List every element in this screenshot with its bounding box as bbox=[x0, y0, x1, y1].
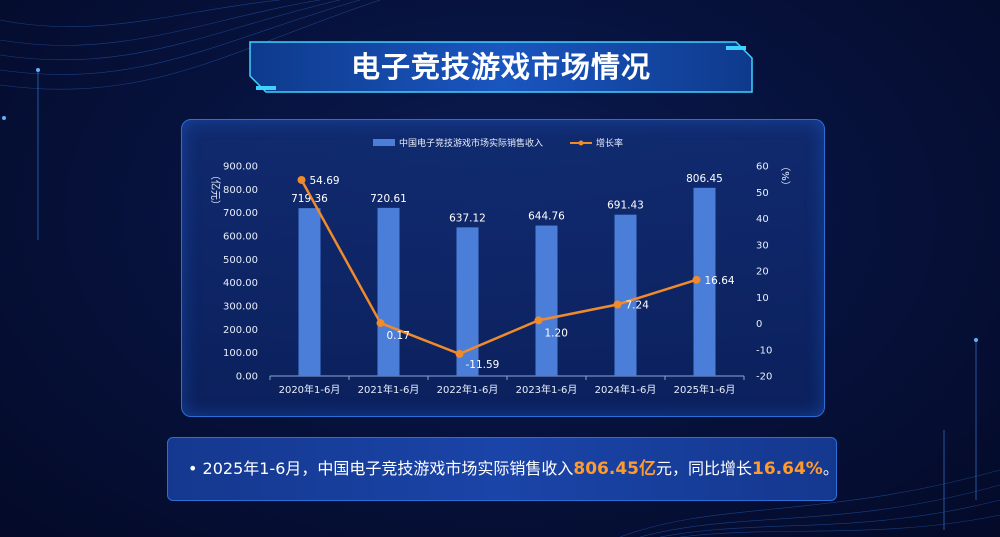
x-tick-label: 2021年1-6月 bbox=[358, 383, 420, 396]
growth-rate-line bbox=[300, 179, 697, 356]
x-tick-label: 2022年1-6月 bbox=[437, 383, 499, 396]
left-tick-label: 500.00 bbox=[223, 255, 258, 266]
bar-value-label: 644.76 bbox=[528, 211, 565, 223]
line-value-label: -11.59 bbox=[466, 359, 500, 371]
growth-rate-point bbox=[613, 300, 622, 309]
title-banner: 电子竞技游戏市场情况 bbox=[248, 40, 754, 94]
title-banner-frame bbox=[249, 41, 753, 93]
left-tick-label: 200.00 bbox=[223, 325, 258, 336]
bar bbox=[535, 225, 558, 376]
left-tick-label: 600.00 bbox=[223, 232, 258, 243]
bar-value-label: 719.36 bbox=[291, 193, 328, 205]
summary-mid: 元，同比增长 bbox=[656, 459, 753, 478]
summary-rate: 16.64% bbox=[752, 459, 823, 479]
right-tick-label: 60 bbox=[756, 162, 769, 173]
bar bbox=[693, 187, 716, 376]
left-tick-label: 0.00 bbox=[236, 372, 258, 383]
left-tick-label: 800.00 bbox=[223, 185, 258, 196]
right-tick-label: 50 bbox=[756, 188, 769, 199]
growth-rate-point bbox=[376, 319, 385, 328]
growth-rate-point bbox=[297, 175, 306, 184]
bar-value-label: 720.61 bbox=[370, 193, 407, 205]
legend-line-label: 增长率 bbox=[596, 137, 623, 149]
bar-value-label: 637.12 bbox=[449, 212, 486, 224]
summary-text: • 2025年1-6月，中国电子竞技游戏市场实际销售收入806.45亿元，同比增… bbox=[188, 438, 839, 500]
right-tick-label: 0 bbox=[756, 319, 762, 330]
growth-rate-point bbox=[534, 316, 543, 325]
legend-bar-label: 中国电子竞技游戏市场实际销售收入 bbox=[399, 137, 543, 149]
bar bbox=[456, 227, 479, 376]
right-tick-label: 20 bbox=[756, 267, 769, 278]
bar bbox=[298, 208, 321, 376]
left-tick-label: 100.00 bbox=[223, 348, 258, 359]
x-tick-label: 2024年1-6月 bbox=[595, 383, 657, 396]
growth-rate-point bbox=[455, 349, 464, 358]
right-tick-label: 30 bbox=[756, 240, 769, 251]
summary-panel: • 2025年1-6月，中国电子竞技游戏市场实际销售收入806.45亿元，同比增… bbox=[167, 437, 839, 501]
bar bbox=[614, 214, 637, 376]
line-value-label: 7.24 bbox=[626, 299, 650, 311]
left-tick-label: 700.00 bbox=[223, 208, 258, 219]
legend-bar-swatch bbox=[373, 139, 395, 146]
bar-value-label: 806.45 bbox=[686, 173, 723, 185]
right-tick-label: -10 bbox=[756, 345, 772, 356]
legend-line-marker bbox=[578, 140, 584, 146]
combo-chart: 中国电子竞技游戏市场实际销售收入 增长率（亿元） （%）0.00100.00200.… bbox=[209, 137, 791, 396]
left-tick-label: 300.00 bbox=[223, 302, 258, 313]
line-value-label: 0.17 bbox=[387, 330, 410, 342]
summary-bullet: • bbox=[188, 459, 198, 478]
summary-value: 806.45亿 bbox=[573, 459, 656, 479]
growth-rate-point bbox=[692, 275, 701, 284]
right-axis-label: （%） bbox=[779, 161, 791, 191]
bar bbox=[377, 207, 400, 376]
bar-value-label: 691.43 bbox=[607, 200, 644, 212]
line-value-label: 54.69 bbox=[310, 175, 340, 187]
right-tick-label: 10 bbox=[756, 293, 769, 304]
line-value-label: 16.64 bbox=[705, 275, 735, 287]
left-axis-label: （亿元） bbox=[209, 170, 222, 210]
left-tick-label: 900.00 bbox=[223, 162, 258, 173]
summary-post: 。 bbox=[822, 459, 839, 478]
x-tick-label: 2025年1-6月 bbox=[674, 383, 736, 396]
page-title: 电子竞技游戏市场情况 bbox=[350, 50, 651, 84]
right-tick-label: -20 bbox=[756, 372, 772, 383]
left-tick-label: 400.00 bbox=[223, 278, 258, 289]
summary-pre: 2025年1-6月，中国电子竞技游戏市场实际销售收入 bbox=[202, 459, 574, 478]
line-value-label: 1.20 bbox=[545, 327, 568, 339]
x-tick-label: 2023年1-6月 bbox=[516, 383, 578, 396]
x-tick-label: 2020年1-6月 bbox=[279, 383, 341, 396]
right-tick-label: 40 bbox=[756, 214, 769, 225]
chart-panel: 中国电子竞技游戏市场实际销售收入 增长率 （亿元） （%） 0.00 100.00 200.… bbox=[181, 119, 825, 417]
